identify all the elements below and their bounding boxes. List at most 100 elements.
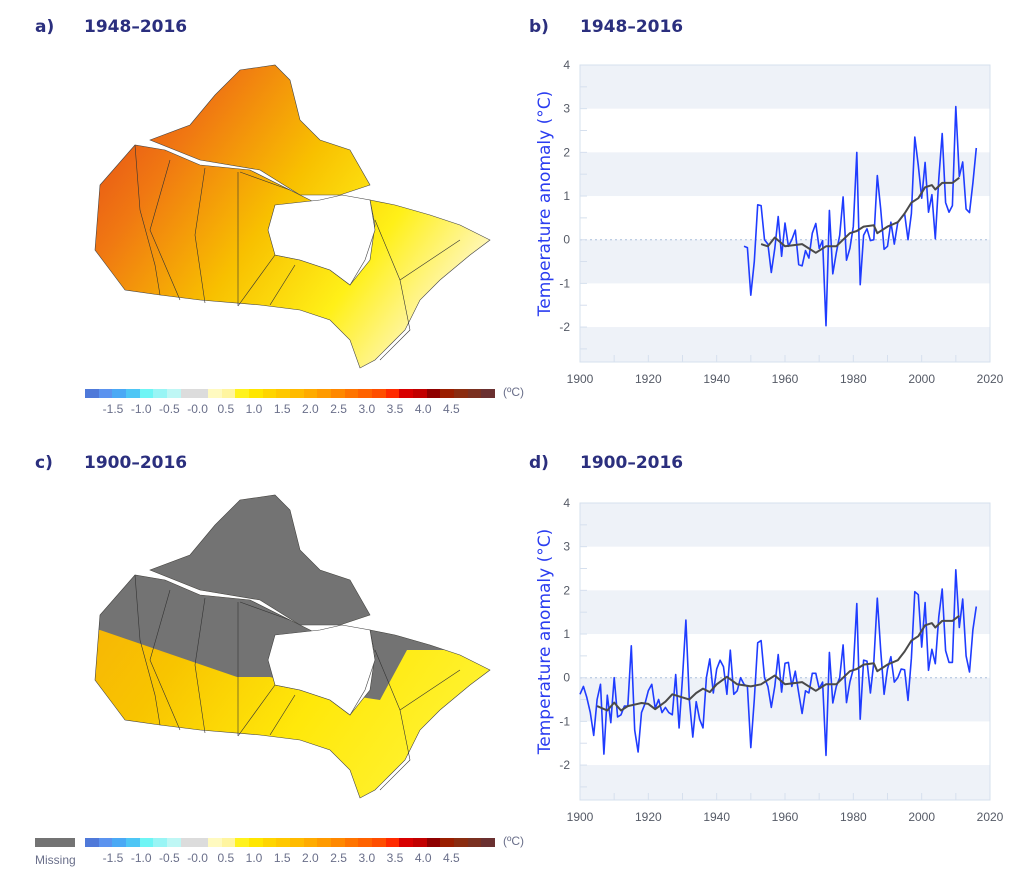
colorbar-swatch (262, 838, 277, 847)
province-border (149, 589, 181, 731)
colorbar-a-unit: (ºC) (503, 385, 525, 399)
y-tick-label: 1 (563, 627, 570, 641)
colorbar-tick-label: 2.5 (330, 402, 347, 416)
colorbar-swatch (249, 389, 263, 398)
colorbar-swatch (290, 838, 304, 847)
colorbar-tick-label: -0.0 (187, 402, 208, 416)
colorbar-swatch (358, 838, 373, 847)
province-border (399, 669, 461, 711)
colorbar-swatch (303, 838, 318, 847)
panel-c-label: c) (35, 453, 53, 473)
colorbar-swatch (331, 389, 345, 398)
province-border (239, 171, 291, 191)
province-border (399, 239, 461, 281)
colorbar-swatch (153, 389, 168, 398)
panel-d-label: d) (529, 453, 549, 473)
colorbar-tick-label: 1.0 (245, 851, 263, 865)
colorbar-tick-label: -1.5 (102, 402, 124, 416)
colorbar-tick-label: 3.5 (386, 851, 404, 865)
colorbar-swatch (481, 389, 496, 398)
colorbar-swatch (180, 389, 195, 398)
colorbar-tick-label: 2.0 (302, 402, 319, 416)
colorbar-swatch (139, 838, 154, 847)
colorbar-swatch (413, 838, 427, 847)
grid-band (580, 65, 990, 109)
colorbar-swatch (249, 838, 263, 847)
colorbar-swatch (235, 389, 250, 398)
y-tick-label: -1 (559, 714, 570, 728)
province-border (134, 144, 161, 296)
hudson-bay (267, 624, 376, 716)
panel-a-label: a) (35, 17, 55, 37)
colorbar-tick-label: 0.5 (217, 851, 235, 865)
y-tick-label: 2 (563, 583, 570, 597)
panel-b-label: b) (529, 17, 549, 37)
province-border (374, 649, 411, 791)
colorbar-swatch (413, 389, 427, 398)
y-tick-label: 1 (563, 189, 570, 203)
province-border (194, 167, 206, 304)
province-border (269, 694, 296, 736)
grid-band (580, 152, 990, 197)
colorbar-swatch (481, 838, 496, 847)
province-border (269, 264, 296, 306)
colorbar-swatch (372, 838, 386, 847)
colorbar-tick-label: 2.0 (302, 851, 319, 865)
x-tick-label: 1960 (772, 372, 799, 386)
x-tick-label: 1900 (567, 810, 594, 824)
x-tick-label: 1920 (635, 372, 662, 386)
colorbar-tick-label: 1.5 (273, 402, 291, 416)
colorbar-tick-label: 1.5 (273, 851, 291, 865)
x-tick-label: 1980 (840, 810, 867, 824)
temperature-change-map-1948-2016 (94, 64, 491, 369)
colorbar-tick-label: 2.5 (330, 851, 347, 865)
smoothed-trend-line (596, 614, 960, 712)
x-tick-label: 1940 (703, 372, 730, 386)
colorbar-tick-label: 4.5 (443, 402, 460, 416)
colorbar-swatch (98, 838, 113, 847)
province-border (134, 574, 161, 726)
y-tick-label: 0 (563, 233, 570, 247)
y-tick-label: 3 (563, 540, 570, 554)
colorbar-swatch (317, 838, 332, 847)
x-tick-label: 1960 (772, 810, 799, 824)
temperature-anomaly-chart-b: -2 -1 0 1 2 3 4 1900 1920 1940 1960 1980 2000 2020 Tem… (535, 58, 1004, 386)
missing-data-swatch (35, 838, 75, 847)
colorbar-swatch (454, 389, 468, 398)
colorbar-swatch (180, 838, 195, 847)
colorbar-swatch (235, 838, 250, 847)
colorbar-swatch (85, 838, 99, 847)
colorbar-swatch (290, 389, 304, 398)
colorbar-swatch (276, 389, 291, 398)
colorbar-swatch (98, 389, 113, 398)
colorbar-swatch (385, 389, 400, 398)
colorbar-swatch (399, 838, 414, 847)
colorbar-swatch (167, 838, 181, 847)
colorbar-swatch (358, 389, 373, 398)
y-axis-label: Temperature anomaly (°C) (535, 529, 555, 755)
province-border (194, 597, 206, 734)
x-tick-label: 2020 (977, 372, 1004, 386)
colorbar-swatch (317, 389, 332, 398)
grid-band (580, 590, 990, 635)
y-axis-label: Temperature anomaly (°C) (535, 91, 555, 317)
province-border (374, 219, 411, 361)
y-tick-label: 0 (563, 671, 570, 685)
colorbar-swatch (331, 838, 345, 847)
colorbar-swatch (194, 389, 209, 398)
colorbar-swatch (112, 838, 127, 847)
colorbar-swatch (467, 389, 482, 398)
x-tick-label: 1920 (635, 810, 662, 824)
panel-a-period: 1948–2016 (84, 17, 188, 37)
colorbar-tick-label: 4.0 (414, 851, 432, 865)
arctic-islands-outline (149, 64, 371, 196)
plot-frame (579, 64, 991, 363)
colorbar-swatch (262, 389, 277, 398)
colorbar-tick-label: 4.5 (443, 851, 460, 865)
colorbar-swatch (126, 389, 140, 398)
colorbar-swatch (440, 389, 455, 398)
temperature-change-map-1900-2016 (94, 494, 491, 799)
y-tick-label: 4 (563, 496, 570, 510)
colorbar-swatch (344, 838, 359, 847)
colorbar-tick-label: -0.5 (159, 851, 180, 865)
